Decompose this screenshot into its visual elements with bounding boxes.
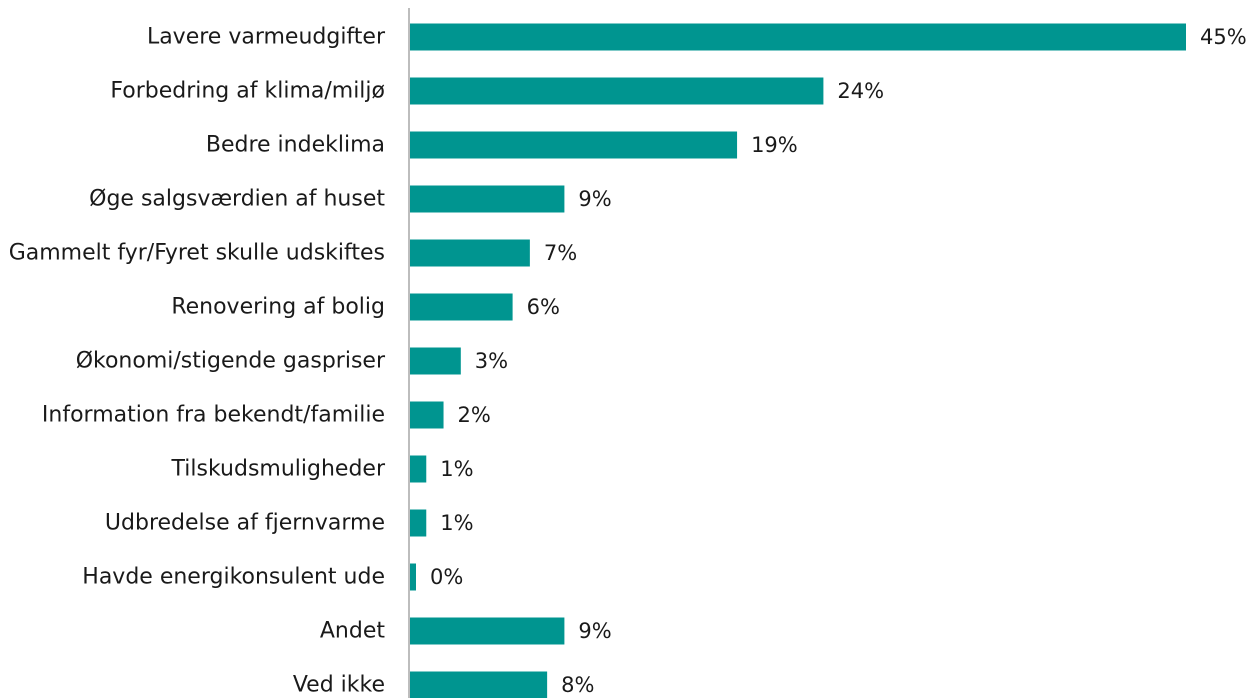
value-label: 0%: [430, 565, 463, 589]
bar: [409, 509, 427, 537]
bar: [409, 563, 416, 591]
value-label: 1%: [440, 457, 473, 481]
bar: [409, 185, 565, 213]
category-label: Forbedring af klima/miljø: [110, 79, 385, 104]
bar: [409, 455, 427, 483]
value-label: 3%: [475, 349, 508, 373]
bar: [409, 347, 461, 375]
bar: [409, 23, 1186, 51]
value-label: 9%: [578, 619, 611, 643]
bar: [409, 293, 513, 321]
bar: [409, 239, 530, 267]
category-labels-group: Lavere varmeudgifter Forbedring af klima/…: [9, 25, 386, 698]
bar: [409, 131, 738, 159]
bar: [409, 671, 548, 698]
category-label: Andet: [320, 619, 385, 644]
value-label: 2%: [458, 403, 491, 427]
value-label: 45%: [1200, 25, 1247, 49]
value-labels-group: 45% 24% 19% 9% 7% 6% 3% 2% 1% 1% 0% 9% 8%: [430, 25, 1247, 697]
category-label: Lavere varmeudgifter: [147, 25, 386, 50]
category-label: Udbredelse af fjernvarme: [105, 511, 385, 536]
value-label: 19%: [751, 133, 798, 157]
value-label: 24%: [837, 79, 884, 103]
bar: [409, 401, 444, 429]
value-label: 1%: [440, 511, 473, 535]
category-label: Øge salgsværdien af huset: [89, 187, 385, 212]
category-label: Bedre indeklima: [206, 133, 385, 158]
category-label: Gammelt fyr/Fyret skulle udskiftes: [9, 241, 385, 266]
category-label: Ved ikke: [293, 673, 385, 698]
value-label: 6%: [527, 295, 560, 319]
category-label: Havde energikonsulent ude: [82, 565, 385, 590]
category-label: Renovering af bolig: [171, 295, 385, 320]
value-label: 8%: [561, 673, 594, 697]
bar: [409, 617, 565, 645]
category-label: Tilskudsmuligheder: [171, 457, 386, 482]
value-label: 9%: [578, 187, 611, 211]
category-label: Økonomi/stigende gaspriser: [76, 349, 386, 374]
value-label: 7%: [544, 241, 577, 265]
bars-group: [409, 23, 1186, 698]
category-label: Information fra bekendt/familie: [42, 403, 385, 428]
bar: [409, 77, 824, 105]
